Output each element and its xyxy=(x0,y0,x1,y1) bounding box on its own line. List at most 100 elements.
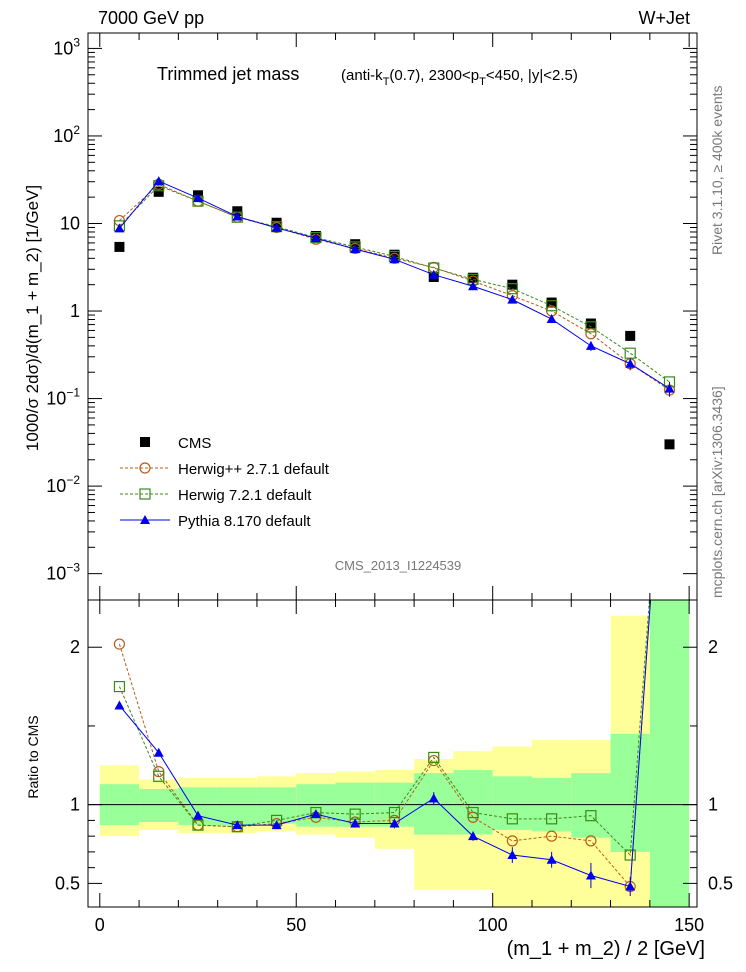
legend-label: Herwig++ 2.7.1 default xyxy=(178,461,330,478)
chart-title: Trimmed jet mass xyxy=(157,64,299,84)
ratio-point xyxy=(193,810,204,820)
ratio-point xyxy=(113,680,126,693)
ratio-ytick-label: 1 xyxy=(70,795,80,815)
legend-marker xyxy=(140,437,150,447)
mcplots-label: mcplots.cern.ch [arXiv:1306.3436] xyxy=(709,386,725,598)
main-ytick-label: 103 xyxy=(53,35,80,58)
data-point xyxy=(624,347,636,359)
data-point xyxy=(507,279,518,290)
ratio-point xyxy=(428,793,439,803)
ratio-ylabel: Ratio to CMS xyxy=(25,715,41,798)
band-inner-bin xyxy=(139,788,179,822)
data-point xyxy=(664,439,675,450)
main-ytick-label: 10−3 xyxy=(46,561,80,584)
ratio-ytick-label: 2 xyxy=(70,637,80,657)
legend-marker xyxy=(140,515,150,524)
ratio-ytick-label-right: 0.5 xyxy=(708,873,733,893)
series-line xyxy=(119,185,670,383)
data-point xyxy=(389,254,400,264)
ratio-ytick-label-right: 2 xyxy=(708,637,718,657)
ratio-point xyxy=(467,806,479,819)
ratio-point xyxy=(350,818,361,828)
band-inner-bin xyxy=(649,600,690,907)
ratio-point xyxy=(506,835,518,847)
band-inner-bin xyxy=(492,776,532,830)
ratio-series-1 xyxy=(113,600,650,861)
ratio-ytick-label-right: 1 xyxy=(708,795,718,815)
ratio-frame xyxy=(87,599,698,908)
axes-layer: 10−3 10−2 10−1 1 10 102 103 0.5 0.5 1 1 2 2 0 50 100 150 xyxy=(46,33,733,935)
ratio-point xyxy=(507,850,518,860)
data-point xyxy=(153,176,164,186)
ratio-ytick-label: 0.5 xyxy=(55,873,80,893)
legend-label: Pythia 8.170 default xyxy=(178,513,311,530)
band-inner-bin xyxy=(571,773,611,838)
data-point xyxy=(585,328,597,340)
data-point xyxy=(546,300,558,312)
data-point xyxy=(625,358,636,368)
legend-label: CMS xyxy=(178,435,211,452)
header-right: W+Jet xyxy=(638,8,690,28)
main-ytick-label: 10−2 xyxy=(46,473,80,496)
ratio-point xyxy=(388,806,401,819)
band-inner-bin xyxy=(610,733,650,852)
ratio-point xyxy=(114,700,125,710)
data-point xyxy=(114,241,125,252)
main-ytick-label: 102 xyxy=(53,123,80,146)
ratio-point xyxy=(506,813,518,825)
data-point xyxy=(585,340,596,350)
data-point xyxy=(310,231,322,244)
series-2 xyxy=(113,180,676,388)
data-point xyxy=(310,233,321,243)
data-point xyxy=(546,297,557,308)
data-point xyxy=(468,281,479,291)
data-point xyxy=(546,314,557,324)
series-1 xyxy=(113,178,676,396)
band-inner-bin xyxy=(453,770,493,835)
main-ytick-label: 10−1 xyxy=(46,386,80,409)
ratio-point xyxy=(546,854,557,864)
band-inner-bin xyxy=(296,784,336,827)
data-point xyxy=(625,330,636,341)
ratio-point xyxy=(546,813,558,825)
ratio-point xyxy=(585,870,596,880)
chart-title-main: Trimmed jet mass xyxy=(157,64,299,84)
main-ylabel: 1000/σ 2dσ)/d(m_1 + m_2) [1/GeV] xyxy=(23,185,42,451)
xtick-label: 100 xyxy=(478,915,508,935)
legend-marker xyxy=(139,488,151,500)
xlabel: (m_1 + m_2) / 2 [GeV] xyxy=(507,938,705,960)
data-point xyxy=(114,223,125,233)
ratio-point xyxy=(468,831,479,841)
data-point xyxy=(428,269,439,279)
ratio-point xyxy=(153,747,164,757)
ratio-point xyxy=(585,835,597,847)
chart-title-suffix: (anti-kT(0.7), 2300<pT<450, |y|<2.5) xyxy=(341,67,578,88)
data-point xyxy=(232,211,243,221)
ratio-series-2 xyxy=(114,600,652,896)
ratio-point xyxy=(546,830,558,842)
ratio-uncertainty-bands xyxy=(88,600,697,907)
data-point xyxy=(271,222,282,232)
ratio-point xyxy=(153,770,165,782)
band-inner-bin xyxy=(217,787,257,826)
data-point xyxy=(507,294,518,304)
ratio-point xyxy=(113,638,126,650)
ratio-point xyxy=(271,820,282,830)
data-point xyxy=(153,186,164,197)
analysis-id: CMS_2013_I1224539 xyxy=(335,558,462,573)
data-point xyxy=(664,383,675,393)
legend-marker xyxy=(139,462,151,474)
series-3 xyxy=(114,176,675,397)
rivet-label: Rivet 3.1.10, ≥ 400k events xyxy=(709,85,725,255)
xtick-label: 0 xyxy=(95,915,105,935)
ratio-point xyxy=(192,819,204,831)
ratio-point xyxy=(624,849,636,861)
data-point xyxy=(506,283,518,295)
data-point xyxy=(468,272,479,283)
data-point xyxy=(350,244,361,254)
ratio-point xyxy=(625,881,636,891)
legend-label: Herwig 7.2.1 default xyxy=(178,487,312,504)
ratio-point xyxy=(585,810,597,822)
main-ytick-label: 1 xyxy=(70,301,80,321)
